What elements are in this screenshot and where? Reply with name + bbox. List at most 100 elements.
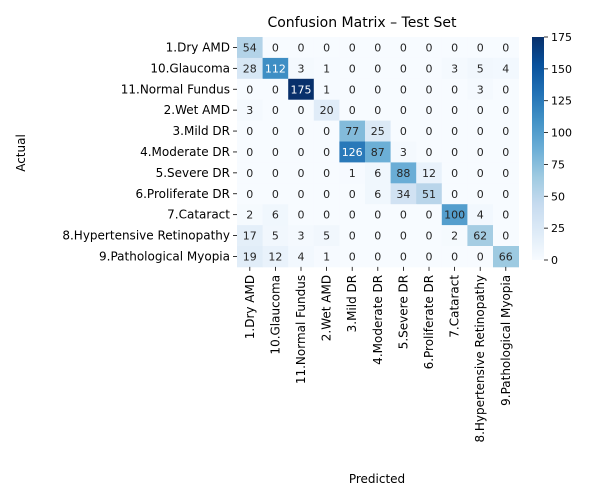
cell-value-label: 0 xyxy=(298,146,305,159)
heatmap-cell xyxy=(390,57,417,80)
heatmap-cell xyxy=(262,78,289,101)
heatmap-cell xyxy=(390,120,417,142)
cell-value-label: 0 xyxy=(272,146,279,159)
heatmap-cell xyxy=(237,37,263,59)
cell-value-label: 0 xyxy=(272,125,279,138)
heatmap-cell xyxy=(493,246,519,268)
cell-value-label: 0 xyxy=(502,167,509,180)
heatmap-cell xyxy=(288,246,315,268)
cell-value-label: 62 xyxy=(473,230,487,243)
heatmap-cell xyxy=(441,99,468,121)
cell-value-label: 0 xyxy=(323,188,330,201)
heatmap-cell xyxy=(365,57,391,80)
heatmap-cell xyxy=(493,78,519,101)
heatmap-cell xyxy=(390,225,417,247)
heatmap-cell xyxy=(493,120,519,142)
x-tick-label: 9.Pathological Myopia xyxy=(499,275,513,406)
heatmap-cell xyxy=(313,120,340,142)
cell-value-label: 20 xyxy=(320,104,334,117)
cell-value-label: 0 xyxy=(349,104,356,117)
colorbar-tick-label: 175 xyxy=(551,31,572,44)
cell-value-label: 0 xyxy=(477,188,484,201)
heatmap-cell xyxy=(262,120,289,142)
cell-value-label: 175 xyxy=(291,83,312,96)
heatmap-cell xyxy=(365,120,391,142)
heatmap-cell xyxy=(493,183,519,205)
cell-value-label: 0 xyxy=(451,125,458,138)
x-tick-labels: 1.Dry AMD 10.Glaucoma 11.Normal Fundus 2.We… xyxy=(243,266,513,443)
cell-value-label: 6 xyxy=(374,167,381,180)
cell-value-label: 0 xyxy=(298,125,305,138)
cell-value-label: 0 xyxy=(477,146,484,159)
heatmap-cell xyxy=(416,37,443,59)
heatmap-cell xyxy=(416,246,443,268)
heatmap-cell xyxy=(339,120,366,142)
cell-value-label: 0 xyxy=(426,83,433,96)
cell-value-label: 0 xyxy=(426,62,433,75)
heatmap-cell xyxy=(493,225,519,247)
colorbar-gradient xyxy=(532,37,544,260)
cell-value-label: 0 xyxy=(426,125,433,138)
cell-value-label: 0 xyxy=(246,146,253,159)
heatmap-cell xyxy=(416,99,443,121)
heatmap-cell xyxy=(288,120,315,142)
cell-value-label: 66 xyxy=(499,250,513,263)
cell-value-label: 1 xyxy=(323,62,330,75)
heatmap-cell xyxy=(288,162,315,184)
heatmap-cell xyxy=(237,225,263,247)
heatmap-cell xyxy=(390,204,417,226)
heatmap-cell xyxy=(441,162,468,184)
heatmap-cell xyxy=(441,57,468,80)
heatmap-cell xyxy=(390,99,417,121)
cell-value-label: 0 xyxy=(323,146,330,159)
x-tick-label: 7.Cataract xyxy=(448,275,462,338)
heatmap-cell xyxy=(493,204,519,226)
cell-value-label: 0 xyxy=(349,41,356,54)
cell-value-label: 0 xyxy=(374,250,381,263)
cell-value-label: 0 xyxy=(451,188,458,201)
colorbar-tick-label: 25 xyxy=(551,222,565,235)
heatmap-cell xyxy=(313,204,340,226)
heatmap-cell xyxy=(467,78,494,101)
heatmap-cell xyxy=(390,141,417,163)
cell-value-label: 0 xyxy=(272,167,279,180)
heatmap-cell xyxy=(467,183,494,205)
cell-value-label: 4 xyxy=(477,209,484,222)
cell-value-label: 1 xyxy=(323,83,330,96)
y-tick-label: 3.Mild DR xyxy=(173,124,230,138)
cell-value-label: 6 xyxy=(272,209,279,222)
colorbar-tick-label: 75 xyxy=(551,158,565,171)
heatmap-cell xyxy=(262,162,289,184)
cell-value-label: 3 xyxy=(246,104,253,117)
cell-value-label: 0 xyxy=(323,125,330,138)
heatmap-cell xyxy=(237,57,263,80)
cell-value-label: 54 xyxy=(243,41,257,54)
cell-value-label: 0 xyxy=(426,209,433,222)
cell-value-label: 0 xyxy=(477,250,484,263)
heatmap-cell xyxy=(288,37,315,59)
cell-value-label: 0 xyxy=(349,209,356,222)
cell-value-label: 0 xyxy=(323,41,330,54)
heatmap-cell xyxy=(416,225,443,247)
cell-value-label: 0 xyxy=(502,125,509,138)
y-tick-label: 9.Pathological Myopia xyxy=(99,249,230,263)
y-axis-label: Actual xyxy=(14,134,28,172)
cell-value-label: 100 xyxy=(444,209,465,222)
heatmap-cell xyxy=(262,225,289,247)
y-tick-label: 8.Hypertensive Retinopathy xyxy=(62,229,230,243)
heatmap-cell xyxy=(416,57,443,80)
heatmap-cell xyxy=(313,99,340,121)
heatmap-cell xyxy=(288,57,315,80)
heatmap-cell xyxy=(493,37,519,59)
cell-value-label: 0 xyxy=(502,104,509,117)
heatmap-cell xyxy=(313,225,340,247)
heatmap-cell xyxy=(288,204,315,226)
cell-value-label: 0 xyxy=(426,230,433,243)
cell-value-label: 1 xyxy=(349,167,356,180)
heatmap-cell xyxy=(262,37,289,59)
heatmap-cell xyxy=(237,99,263,121)
cell-value-label: 19 xyxy=(243,250,257,263)
heatmap-cell xyxy=(339,246,366,268)
heatmap-cell xyxy=(390,162,417,184)
